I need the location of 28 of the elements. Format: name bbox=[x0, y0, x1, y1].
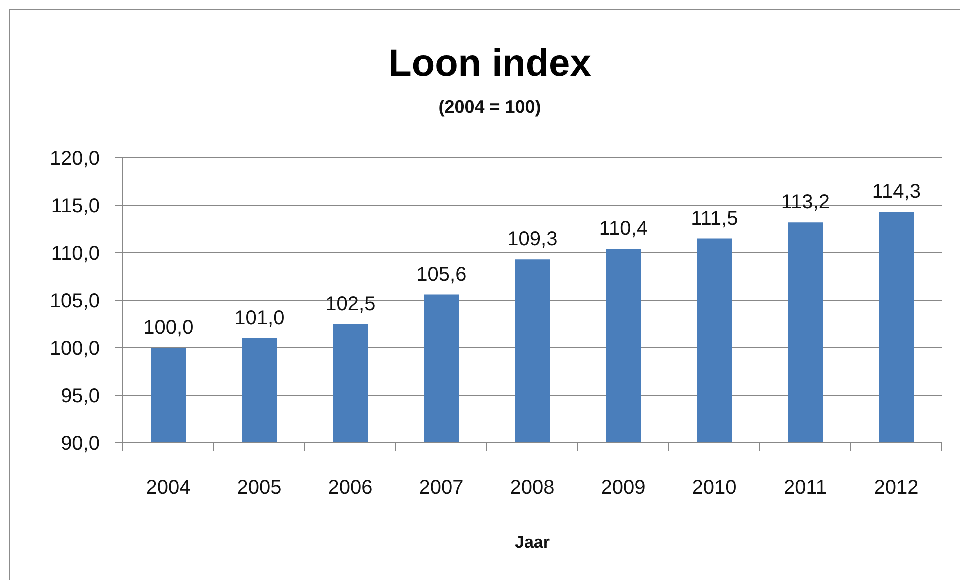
x-tick-label: 2004 bbox=[146, 477, 191, 499]
data-label: 110,4 bbox=[599, 218, 648, 240]
data-label: 105,6 bbox=[416, 264, 467, 286]
data-label: 109,3 bbox=[508, 228, 558, 251]
data-label: 113,2 bbox=[781, 192, 830, 214]
data-label: 111,5 bbox=[691, 208, 738, 230]
data-label: 100,0 bbox=[144, 317, 194, 339]
y-tick-label: 90,0 bbox=[61, 433, 100, 456]
y-tick-label: 115,0 bbox=[51, 196, 100, 218]
y-tick-label: 105,0 bbox=[50, 290, 100, 313]
y-tick-label: 95,0 bbox=[61, 386, 100, 408]
x-tick-label: 2009 bbox=[601, 477, 646, 499]
x-tick-label: 2011 bbox=[784, 477, 828, 499]
data-label: 101,0 bbox=[234, 308, 285, 330]
chart-title: Loon index bbox=[388, 42, 592, 86]
data-label: 102,5 bbox=[326, 293, 376, 316]
x-tick-label: 2007 bbox=[419, 477, 464, 499]
y-tick-label: 100,0 bbox=[50, 338, 100, 360]
data-label: 114,3 bbox=[872, 181, 921, 204]
x-tick-label: 2005 bbox=[237, 477, 282, 499]
y-tick-label: 110,0 bbox=[51, 243, 100, 266]
x-tick-label: 2008 bbox=[510, 477, 555, 499]
y-tick-label: 120,0 bbox=[50, 148, 100, 170]
x-tick-label: 2012 bbox=[874, 477, 919, 499]
chart-subtitle: (2004 = 100) bbox=[438, 96, 542, 119]
x-tick-label: 2006 bbox=[328, 477, 373, 499]
x-tick-label: 2010 bbox=[692, 477, 737, 499]
x-axis-title: Jaar bbox=[515, 533, 550, 552]
